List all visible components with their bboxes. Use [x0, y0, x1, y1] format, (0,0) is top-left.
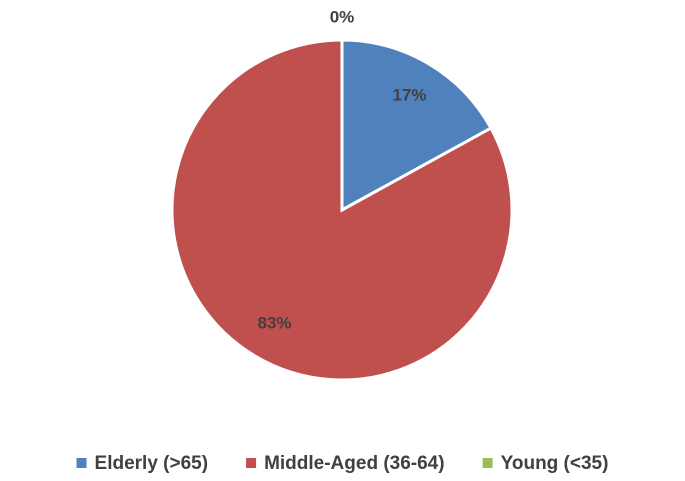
legend-label: Middle-Aged (36-64): [264, 453, 445, 474]
legend-swatch: [76, 458, 87, 468]
data-label: 83%: [257, 314, 291, 333]
pie-slice: [340, 38, 494, 213]
data-label: 0%: [330, 7, 355, 26]
legend-label: Elderly (>65): [95, 453, 209, 474]
pie-slice: [170, 38, 514, 382]
legend-swatch: [246, 458, 257, 468]
legend-label: Young (<35): [501, 453, 609, 474]
legend-swatch: [482, 458, 493, 468]
data-label: 17%: [392, 85, 426, 104]
